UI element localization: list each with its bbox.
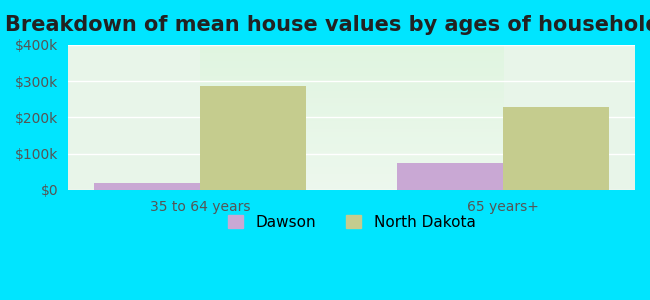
Bar: [503, 106, 609, 190]
Bar: [94, 183, 200, 190]
Bar: [397, 163, 503, 190]
Legend: Dawson, North Dakota: Dawson, North Dakota: [220, 207, 483, 237]
Bar: [200, 86, 306, 190]
Title: Breakdown of mean house values by ages of householders: Breakdown of mean house values by ages o…: [5, 15, 650, 35]
